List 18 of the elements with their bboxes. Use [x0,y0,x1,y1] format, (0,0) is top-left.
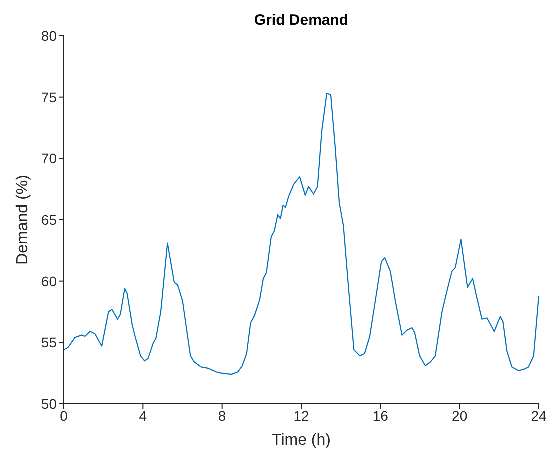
y-tick-label: 65 [41,212,58,228]
y-tick-label: 70 [41,150,58,167]
x-tick-label: 16 [372,408,389,424]
x-tick-label: 12 [294,408,310,424]
y-tick-label: 50 [41,396,58,412]
x-tick-label: 20 [452,408,468,424]
y-axis-title: Demand (%) [14,175,32,265]
x-axis-title: Time (h) [272,432,331,449]
x-tick-label: 4 [139,408,148,424]
x-tick-label: 8 [218,408,226,424]
x-tick-label: 0 [60,408,68,424]
y-tick-label: 75 [41,89,58,106]
chart-title: Grid Demand [253,12,350,29]
y-tick-label: 60 [41,273,58,290]
line-series [64,93,539,376]
y-tick-label: 80 [41,28,58,44]
y-tick-label: 55 [41,334,58,351]
x-tick-label: 24 [531,408,547,424]
